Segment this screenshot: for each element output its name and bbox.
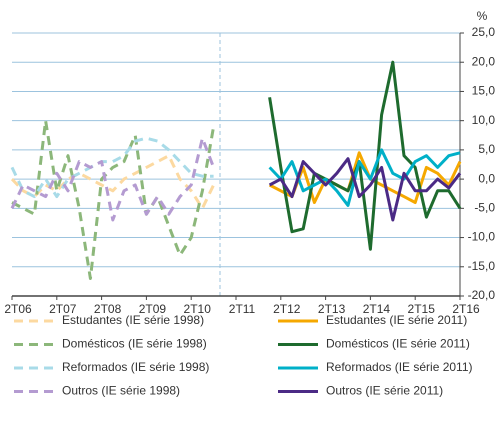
x-tick-label: 2T13: [318, 302, 346, 316]
y-tick-label: -10,0: [468, 230, 496, 244]
series-line: [268, 60, 462, 251]
legend-label: Reformados (IE série 2011): [326, 360, 473, 374]
series-line: [10, 136, 216, 222]
series-line: [10, 154, 215, 210]
x-tick-label: 2T11: [229, 302, 256, 316]
legend-label: Domésticos (IE série 1998): [62, 337, 207, 351]
x-tick-label: 2T15: [408, 302, 436, 316]
x-tick-label: 2T09: [139, 302, 167, 316]
x-tick-label: 2T12: [273, 302, 301, 316]
y-tick-label: 10,0: [472, 113, 496, 127]
x-tick-label: 2T16: [452, 302, 480, 316]
x-tick-label: 2T14: [363, 302, 391, 316]
legend-label: Estudantes (IE série 1998): [62, 313, 204, 327]
x-tick-label: 2T08: [94, 302, 122, 316]
series-line: [268, 157, 462, 222]
y-tick-label: 25,0: [472, 25, 496, 39]
legend-label: Reformados (IE série 1998): [62, 360, 209, 374]
x-tick-label: 2T07: [49, 302, 77, 316]
y-tick-label: 0,0: [478, 171, 495, 185]
y-tick-label: 15,0: [472, 84, 496, 98]
legend-label: Estudantes (IE série 2011): [326, 313, 467, 327]
y-tick-label: 20,0: [472, 54, 496, 68]
unit-label: %: [477, 9, 488, 23]
y-tick-label: -20,0: [468, 288, 496, 302]
series-line: [268, 148, 461, 207]
series-line: [11, 119, 216, 280]
y-tick-label: -5,0: [474, 201, 495, 215]
x-tick-label: 2T06: [4, 302, 32, 316]
legend-label: Domésticos (IE série 2011): [326, 337, 470, 351]
x-tick-label: 2T10: [184, 302, 212, 316]
legend-label: Outros (IE série 2011): [326, 384, 443, 398]
legend-label: Outros (IE série 1998): [62, 384, 180, 398]
y-tick-label: -15,0: [468, 259, 496, 273]
y-tick-label: 5,0: [478, 142, 495, 156]
